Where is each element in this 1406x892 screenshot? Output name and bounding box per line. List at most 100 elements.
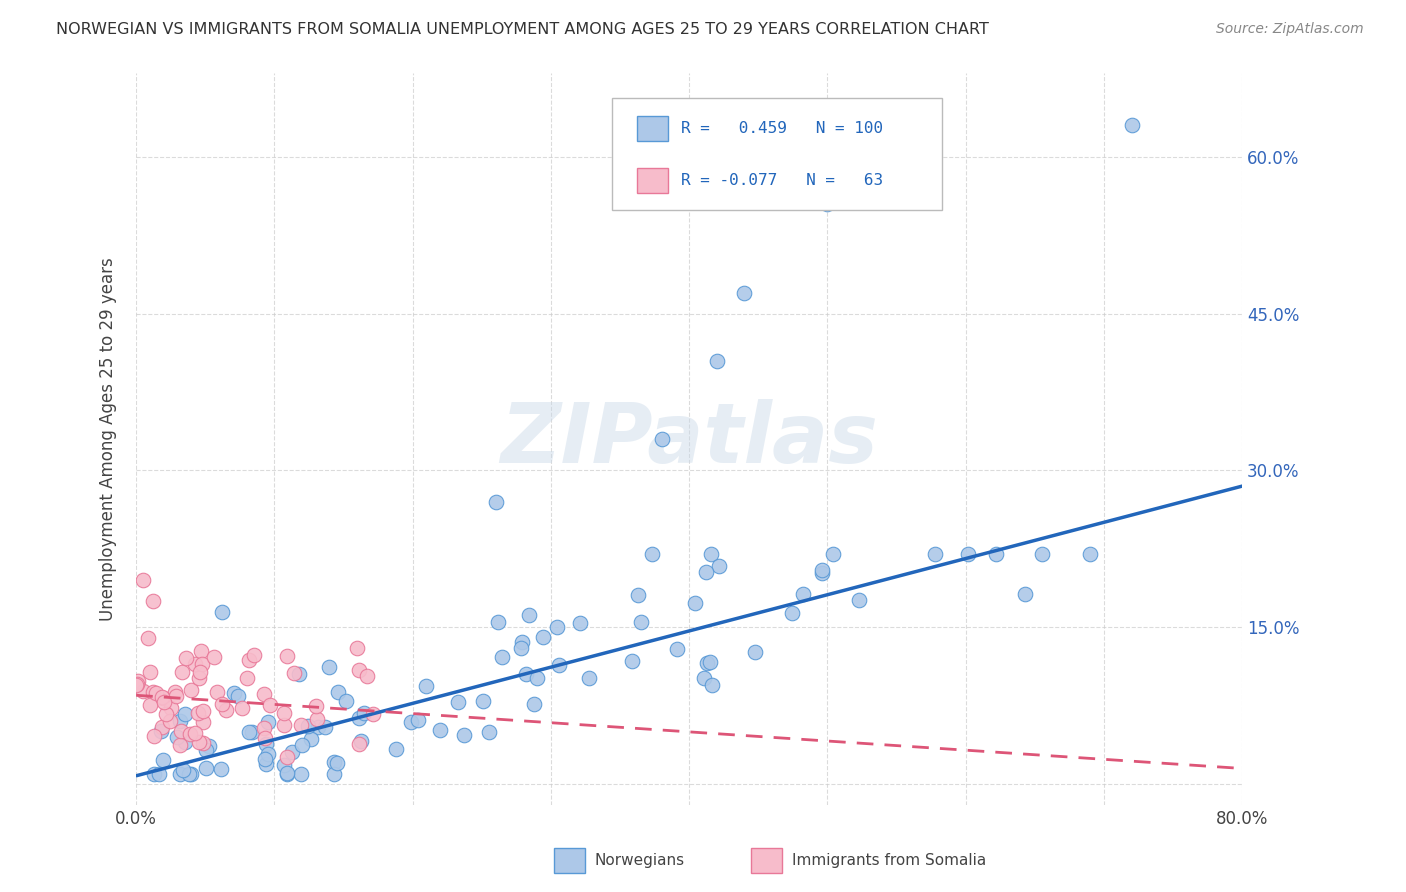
Point [236, 671, 259, 685]
Point [253, 687, 276, 701]
Point [159, 714, 181, 728]
Point [253, 721, 276, 735]
Point [848, 593, 870, 607]
Point [326, 685, 349, 699]
Point [986, 547, 1008, 561]
Point [193, 715, 215, 730]
Point [273, 718, 295, 732]
Point [139, 665, 162, 680]
Point [172, 764, 194, 778]
Point [1014, 587, 1036, 601]
Point [361, 707, 384, 722]
Point [515, 666, 537, 681]
Point [817, 196, 839, 211]
Point [666, 642, 689, 657]
Point [254, 737, 277, 751]
Point [291, 738, 314, 752]
Point [1078, 547, 1101, 561]
Point [142, 685, 165, 699]
Point [195, 761, 218, 775]
Text: R =   0.459   N = 100: R = 0.459 N = 100 [681, 121, 883, 136]
Point [148, 766, 170, 780]
Point [191, 704, 214, 718]
Point [685, 596, 707, 610]
Point [259, 698, 281, 712]
Point [169, 714, 191, 728]
Point [627, 588, 650, 602]
Point [145, 686, 167, 700]
Point [240, 725, 263, 739]
Point [744, 645, 766, 659]
Point [165, 685, 187, 699]
Point [347, 663, 370, 677]
Point [276, 649, 298, 664]
Point [127, 677, 149, 691]
Point [174, 735, 197, 749]
Point [150, 724, 173, 739]
Point [205, 685, 228, 699]
Point [641, 547, 664, 561]
Point [152, 691, 174, 706]
Y-axis label: Unemployment Among Ages 25 to 29 years: Unemployment Among Ages 25 to 29 years [100, 257, 117, 621]
Point [155, 706, 177, 721]
Point [170, 724, 193, 739]
Point [347, 711, 370, 725]
Point [734, 285, 756, 300]
Point [190, 644, 212, 658]
Point [211, 697, 233, 711]
Point [142, 594, 165, 608]
Point [546, 620, 568, 634]
Point [486, 615, 509, 630]
Point [523, 697, 546, 711]
Point [353, 706, 375, 720]
Point [174, 650, 197, 665]
Point [401, 714, 423, 729]
Point [347, 737, 370, 751]
Point [699, 655, 721, 669]
Point [125, 678, 148, 692]
Point [346, 641, 368, 656]
Text: Norwegians: Norwegians [595, 854, 685, 868]
Point [243, 648, 266, 662]
Point [150, 690, 173, 704]
Point [509, 640, 531, 655]
Point [484, 495, 506, 509]
Point [253, 731, 276, 745]
Point [131, 684, 153, 698]
Point [222, 686, 245, 700]
Point [195, 743, 218, 757]
Point [152, 753, 174, 767]
Point [142, 766, 165, 780]
Point [472, 694, 495, 708]
Point [238, 724, 260, 739]
Text: Source: ZipAtlas.com: Source: ZipAtlas.com [1216, 22, 1364, 37]
Point [180, 766, 202, 780]
Point [150, 720, 173, 734]
Point [335, 694, 357, 708]
Point [138, 698, 160, 712]
Point [307, 721, 329, 735]
Point [510, 635, 533, 649]
Text: R = -0.077   N =   63: R = -0.077 N = 63 [681, 173, 883, 187]
Point [143, 729, 166, 743]
Point [526, 671, 548, 685]
Point [385, 742, 408, 756]
Point [326, 756, 349, 770]
Point [138, 631, 160, 645]
Point [283, 665, 305, 680]
Point [256, 715, 278, 730]
Point [211, 605, 233, 619]
Point [169, 766, 191, 780]
Point [823, 547, 845, 561]
Point [152, 695, 174, 709]
Point [356, 669, 378, 683]
Point [323, 756, 346, 770]
Point [956, 547, 979, 561]
Point [187, 706, 209, 721]
Point [700, 678, 723, 692]
Point [179, 726, 201, 740]
Text: NORWEGIAN VS IMMIGRANTS FROM SOMALIA UNEMPLOYMENT AMONG AGES 25 TO 29 YEARS CORR: NORWEGIAN VS IMMIGRANTS FROM SOMALIA UNE… [56, 22, 988, 37]
Point [165, 689, 187, 703]
Point [1121, 118, 1143, 132]
Point [446, 695, 468, 709]
